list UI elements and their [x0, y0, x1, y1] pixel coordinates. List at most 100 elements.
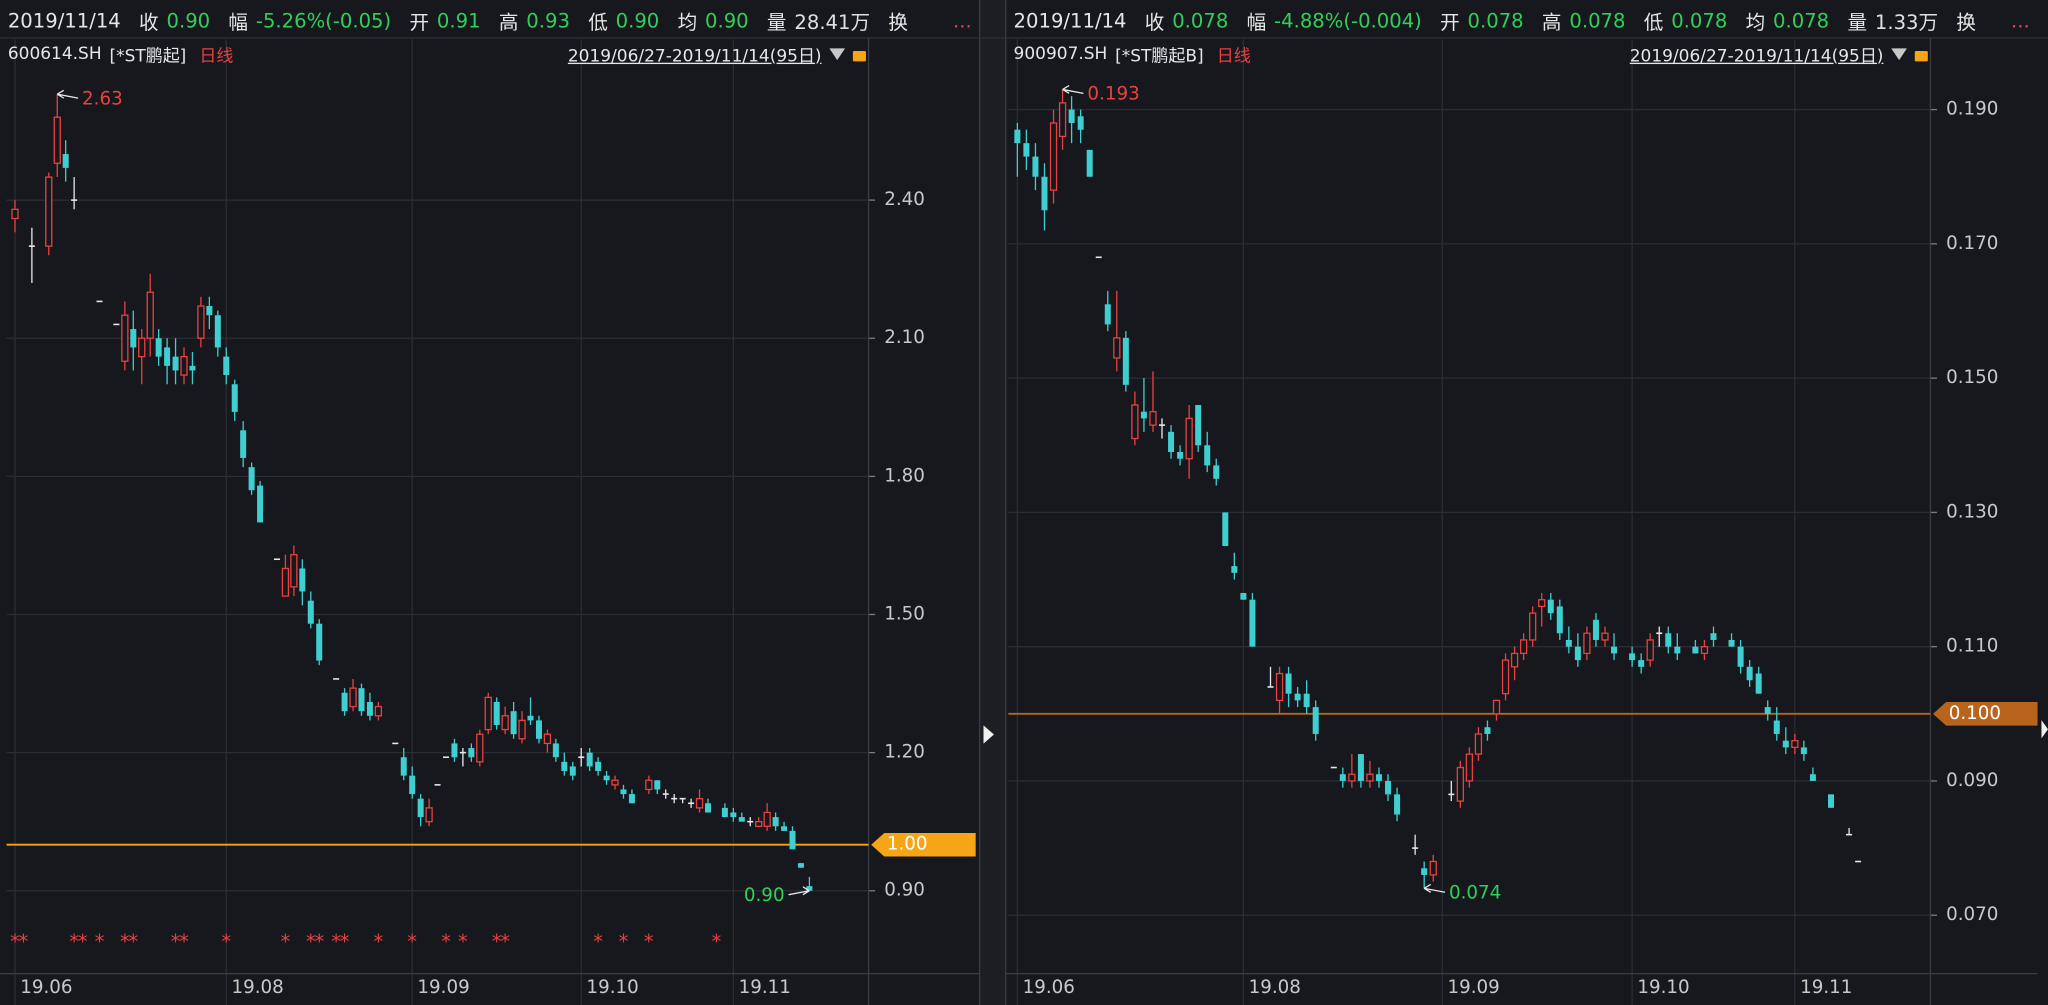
candle-body	[1058, 102, 1067, 138]
range-dropdown[interactable]	[1891, 47, 1907, 60]
candle-body	[1159, 424, 1166, 426]
x-tick-label: 19.06	[1023, 977, 1075, 998]
quote-date: 2019/11/14	[7, 9, 121, 33]
candle-body	[1275, 672, 1284, 702]
quote-label: 高	[1541, 9, 1562, 34]
more-button[interactable]: ...	[953, 9, 972, 33]
candle-body	[1149, 411, 1157, 426]
candle-body	[130, 329, 137, 348]
chart-subheader: 900907.SH [*ST鹏起B] 日线 2019/06/27-2019/11/14…	[1014, 41, 1928, 67]
candle-body	[1339, 774, 1346, 781]
candle-body	[1077, 116, 1084, 130]
annotation-arrow	[788, 886, 810, 896]
quote-label: 幅	[1246, 9, 1267, 34]
reference-label: 1.00	[887, 834, 928, 855]
lock-icon	[852, 50, 866, 62]
star-marker: *	[120, 930, 130, 953]
candle-body	[11, 208, 19, 220]
star-marker: *	[78, 930, 88, 953]
collapse-arrow[interactable]	[2041, 720, 2048, 739]
candle-body	[1710, 633, 1717, 640]
candle-body	[358, 688, 365, 712]
candle-body	[1104, 304, 1111, 325]
period: 日线	[199, 46, 234, 66]
candle-body	[1240, 592, 1247, 600]
x-tick-label: 19.10	[1637, 977, 1689, 998]
candle-body	[501, 715, 509, 731]
more-button[interactable]: ...	[2011, 9, 2030, 33]
candle-body	[1049, 122, 1058, 191]
candle-body	[164, 347, 171, 366]
star-marker: *	[95, 930, 105, 953]
candle-body	[1177, 451, 1184, 459]
quote-value: 0.078	[1467, 9, 1524, 33]
star-marker: *	[458, 930, 468, 953]
candle-body	[527, 715, 534, 721]
x-tick-label: 19.08	[1249, 977, 1301, 998]
period: 日线	[1216, 46, 1251, 66]
annotation-arrow	[56, 89, 79, 99]
candle-body	[1041, 176, 1048, 211]
candle-body	[1231, 566, 1238, 573]
quote-label: 均	[1745, 9, 1766, 34]
candle-body	[281, 567, 290, 597]
star-marker: *	[500, 930, 510, 953]
annotation-label: 0.193	[1087, 84, 1139, 105]
quote-value: -5.26%(-0.05)	[255, 9, 392, 33]
stock-name: [*ST鹏起B]	[1115, 46, 1204, 66]
candle-body	[1519, 639, 1528, 655]
candle-body	[1611, 646, 1618, 654]
candle-body	[1068, 109, 1075, 124]
quote-header: 2019/11/14 收 0.078 幅 -4.88%(-0.004) 开 0.078 高 0.…	[1014, 5, 2030, 36]
quote-value: 0.90	[705, 9, 749, 33]
candle-body	[510, 711, 517, 735]
candle-body	[468, 748, 475, 758]
candle-body	[409, 775, 416, 795]
candle-body	[1674, 646, 1681, 654]
star-marker: *	[373, 930, 383, 953]
candle-body	[747, 820, 754, 823]
candle-body	[425, 807, 433, 823]
quote-label: 收	[1144, 9, 1165, 34]
y-tick-label: 0.190	[1946, 99, 1998, 120]
y-tick-label: 0.170	[1946, 233, 1998, 254]
star-marker: *	[128, 930, 138, 953]
candle-body	[1023, 143, 1030, 157]
candle-body	[476, 733, 484, 763]
candle-body	[1366, 773, 1374, 782]
candle-body	[654, 780, 661, 790]
candle-body	[688, 802, 695, 805]
candle-body	[172, 356, 179, 371]
candle-body	[1412, 847, 1419, 849]
range-dropdown[interactable]	[829, 47, 846, 60]
candle-body	[28, 245, 35, 247]
candle-body	[1357, 754, 1364, 781]
candle-body	[290, 553, 298, 588]
collapse-arrow[interactable]	[983, 725, 994, 744]
quote-label: 收	[139, 9, 159, 34]
star-marker: *	[10, 930, 20, 953]
candle-body	[257, 485, 264, 523]
annotation-arrow	[1062, 84, 1084, 95]
quote-label: 量	[766, 9, 787, 34]
quote-value: 0.078	[1671, 9, 1728, 33]
star-marker: *	[69, 930, 79, 953]
candle-body	[231, 384, 238, 412]
candle-body	[797, 863, 804, 868]
candle-body	[1574, 646, 1581, 661]
quote-label: 均	[677, 9, 698, 34]
candle-body	[671, 797, 678, 800]
candle-body	[1474, 733, 1483, 755]
candle-body	[1213, 465, 1220, 479]
quote-value: 0.078	[1569, 9, 1626, 33]
candle-body	[316, 623, 323, 661]
candle-body	[603, 775, 610, 781]
candle-body	[518, 719, 526, 740]
candle-body	[1385, 780, 1392, 795]
candle-body	[442, 756, 450, 759]
y-tick-label: 2.10	[884, 327, 925, 348]
candle-body	[1267, 686, 1274, 688]
candle-body	[721, 807, 728, 818]
candle-body	[578, 756, 585, 759]
quote-label: 量	[1847, 9, 1868, 34]
